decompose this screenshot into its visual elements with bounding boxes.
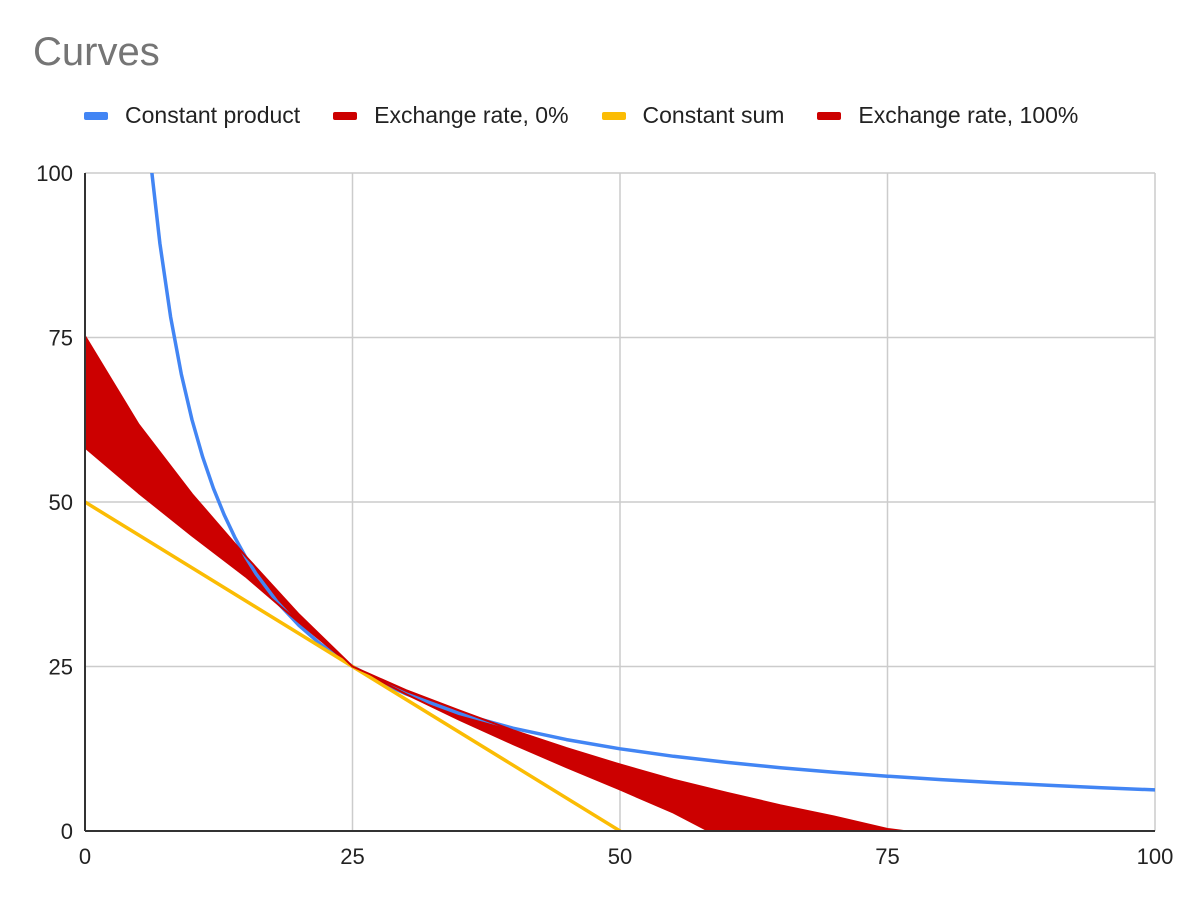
legend-swatch-constant-product	[84, 111, 108, 120]
axes	[84, 173, 1155, 832]
y-tick-label-100: 100	[36, 161, 73, 186]
y-tick-label-50: 50	[49, 490, 73, 515]
series-lines	[85, 173, 1155, 831]
tick-labels: 0 25 50 75 100 0 25 50 75 100	[36, 161, 1173, 869]
legend-item-exchange-rate-0: Exchange rate, 0%	[333, 102, 569, 129]
x-tick-label-50: 50	[608, 844, 632, 869]
legend-swatch-exchange-rate-0	[333, 111, 358, 120]
series-line-constant-product	[150, 173, 1155, 792]
legend-label-exchange-rate-0: Exchange rate, 0%	[374, 102, 569, 128]
y-tick-label-25: 25	[49, 655, 73, 680]
x-tick-label-75: 75	[875, 844, 899, 869]
series-line-exchange-rate-0	[85, 446, 710, 831]
legend-item-constant-sum: Constant sum	[601, 102, 785, 129]
x-tick-label-0: 0	[79, 844, 91, 869]
grid-lines	[85, 172, 1156, 831]
band-fill	[84, 334, 904, 832]
y-tick-label-75: 75	[49, 326, 73, 351]
x-tick-label-25: 25	[340, 844, 364, 869]
legend-swatch-constant-sum	[601, 111, 626, 120]
legend: Constant product Exchange rate, 0% Const…	[84, 102, 1111, 129]
x-tick-label-100: 100	[1137, 844, 1174, 869]
y-tick-label-0: 0	[61, 819, 73, 844]
legend-label-constant-sum: Constant sum	[642, 102, 785, 128]
chart-title: Curves	[33, 30, 160, 74]
legend-item-constant-product: Constant product	[84, 102, 300, 129]
legend-item-exchange-rate-100: Exchange rate, 100%	[817, 102, 1078, 129]
legend-swatch-exchange-rate-100	[817, 111, 842, 120]
legend-label-exchange-rate-100: Exchange rate, 100%	[858, 102, 1079, 128]
exchange-rate-band	[84, 334, 904, 832]
series-line-exchange-rate-100	[85, 335, 905, 831]
legend-label-constant-product: Constant product	[125, 102, 301, 128]
